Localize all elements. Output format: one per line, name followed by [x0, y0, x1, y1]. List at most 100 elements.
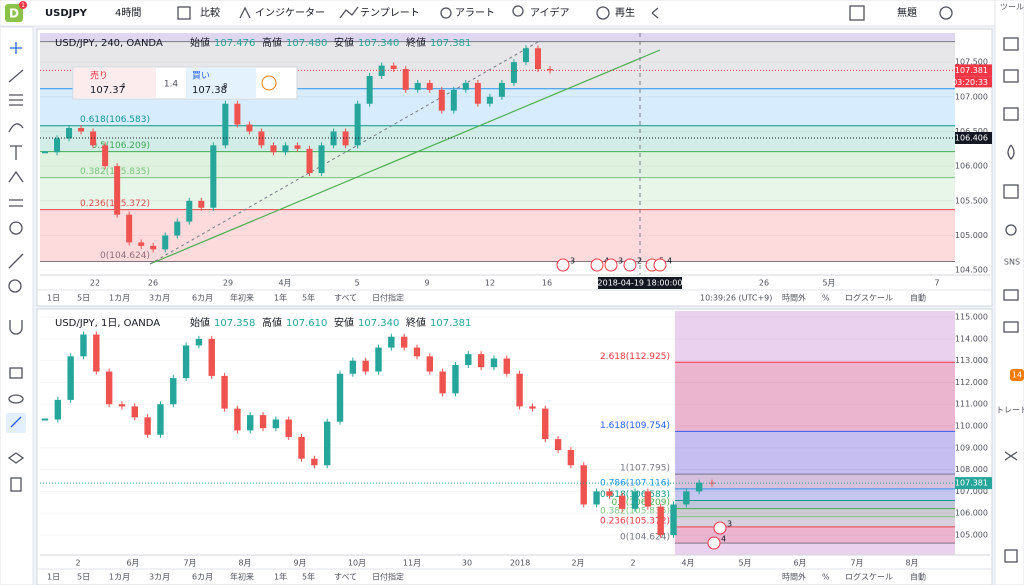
chart-title[interactable]: USD/JPY, 1日, OANDA — [55, 318, 160, 329]
layout-name[interactable]: 無題 — [897, 6, 917, 19]
status-item[interactable]: 自動 — [910, 293, 926, 303]
candle — [170, 378, 177, 405]
status-item[interactable]: ログスケール — [845, 293, 893, 303]
ohlc-value: 107.476 — [214, 38, 255, 49]
candle — [413, 347, 421, 357]
ohlc-value: 107.340 — [358, 318, 399, 329]
y-tick-label: 106.000 — [955, 162, 988, 171]
sidebar-item[interactable]: トレード — [996, 406, 1024, 415]
range-button[interactable]: 1日 — [47, 294, 60, 303]
range-button[interactable]: 3カ月 — [149, 573, 170, 582]
toolbar-item[interactable]: インジケーター — [255, 7, 325, 19]
symbol[interactable]: USDJPY — [45, 8, 88, 19]
y-tick-label: 109.000 — [955, 443, 988, 452]
candle — [439, 371, 446, 394]
toolbar-item[interactable]: アラート — [455, 7, 495, 19]
range-button[interactable]: 5年 — [302, 572, 315, 582]
range-button[interactable]: 6カ月 — [192, 294, 213, 303]
range-button[interactable]: 5年 — [302, 293, 315, 303]
status-item[interactable]: ログスケール — [845, 572, 893, 582]
range-button[interactable]: 1年 — [274, 293, 287, 303]
event-count: 2 — [637, 257, 642, 266]
sell-label: 売り — [90, 70, 108, 82]
y-tick-label: 105.000 — [955, 231, 988, 240]
range-button[interactable]: すべて — [334, 573, 357, 582]
y-tick-label: 115.000 — [955, 313, 988, 322]
range-button[interactable]: 日付指定 — [372, 572, 404, 582]
candle — [259, 415, 267, 429]
candle — [452, 365, 459, 394]
buy-button[interactable] — [186, 68, 256, 98]
range-button[interactable]: 5日 — [77, 294, 90, 303]
interval[interactable]: 4時間 — [115, 7, 141, 19]
range-button[interactable]: すべて — [334, 294, 357, 303]
chart-title[interactable]: USD/JPY, 240, OANDA — [55, 38, 163, 49]
event-icon[interactable] — [713, 521, 727, 535]
range-button[interactable]: 年初来 — [230, 572, 254, 582]
range-button[interactable]: 日付指定 — [372, 293, 404, 303]
range-button[interactable]: 1カ月 — [109, 294, 130, 303]
price-axis — [955, 311, 990, 555]
price-label: 106.406 — [955, 133, 988, 142]
candle — [426, 356, 434, 372]
event-icon[interactable] — [653, 258, 667, 272]
y-tick-label: 105.500 — [955, 196, 988, 205]
candle — [208, 338, 215, 376]
candle — [126, 214, 133, 243]
range-button[interactable]: 年初来 — [230, 293, 254, 303]
x-tick-label: 7月 — [850, 559, 863, 568]
event-icon[interactable] — [623, 258, 637, 272]
range-button[interactable]: 1年 — [274, 572, 287, 582]
candle — [631, 491, 639, 509]
candle — [311, 458, 318, 466]
status-item[interactable]: 10:39:26 (UTC+9) — [700, 294, 772, 303]
toolbar-item[interactable]: アイデア — [530, 6, 570, 19]
status-item[interactable]: 自動 — [910, 572, 926, 582]
status-item[interactable]: % — [822, 294, 830, 303]
toolbar-item[interactable]: テンプレート — [360, 7, 420, 19]
range-button[interactable]: 3カ月 — [149, 294, 170, 303]
fib-label: 0.5(106.209) — [91, 141, 150, 151]
x-tick-label: 7 — [934, 279, 939, 288]
buy-price: 107.38 — [192, 85, 227, 96]
y-tick-label: 107.000 — [955, 92, 988, 101]
toolbar-item[interactable]: 比較 — [200, 7, 220, 19]
sidebar-icons[interactable] — [1003, 37, 1019, 563]
y-tick-label: 107.500 — [955, 58, 988, 67]
status-item[interactable]: % — [822, 573, 830, 582]
sidebar-item[interactable]: SNS — [1004, 258, 1020, 267]
toolbar-item[interactable]: 再生 — [615, 6, 635, 19]
ohlc-value: 107.610 — [286, 318, 327, 329]
sell-sup: 4 — [121, 82, 126, 90]
y-tick-label: 107.000 — [955, 487, 988, 496]
fib-label: 0(104.624) — [100, 251, 150, 261]
range-button[interactable]: 1日 — [47, 573, 60, 582]
range-button[interactable]: 5日 — [77, 573, 90, 582]
event-icon[interactable] — [604, 258, 618, 272]
x-tick-label: 10月 — [348, 559, 366, 568]
drawing-tools[interactable] — [6, 42, 26, 492]
x-tick-label: 2018 — [510, 559, 530, 568]
candle — [542, 408, 549, 440]
sell-button[interactable] — [74, 68, 156, 98]
candle — [93, 334, 100, 372]
candle — [186, 200, 193, 222]
candle — [323, 421, 331, 466]
fib-trend — [149, 41, 539, 265]
candle — [375, 347, 382, 372]
range-button[interactable]: 6カ月 — [192, 573, 213, 582]
event-icon[interactable] — [556, 258, 570, 272]
candle — [402, 69, 409, 90]
toolbar-icons — [177, 5, 953, 21]
event-icon[interactable] — [707, 536, 721, 550]
logo[interactable] — [5, 4, 23, 22]
sidebar-title: ツール — [1000, 3, 1024, 12]
range-button[interactable]: 1カ月 — [109, 573, 130, 582]
fib-band — [675, 526, 955, 544]
fib-band — [675, 431, 955, 475]
candle — [670, 504, 677, 535]
candle — [174, 221, 181, 236]
event-icon[interactable] — [590, 258, 604, 272]
status-item[interactable]: 時間外 — [782, 293, 806, 303]
status-item[interactable]: 時間外 — [782, 572, 806, 582]
